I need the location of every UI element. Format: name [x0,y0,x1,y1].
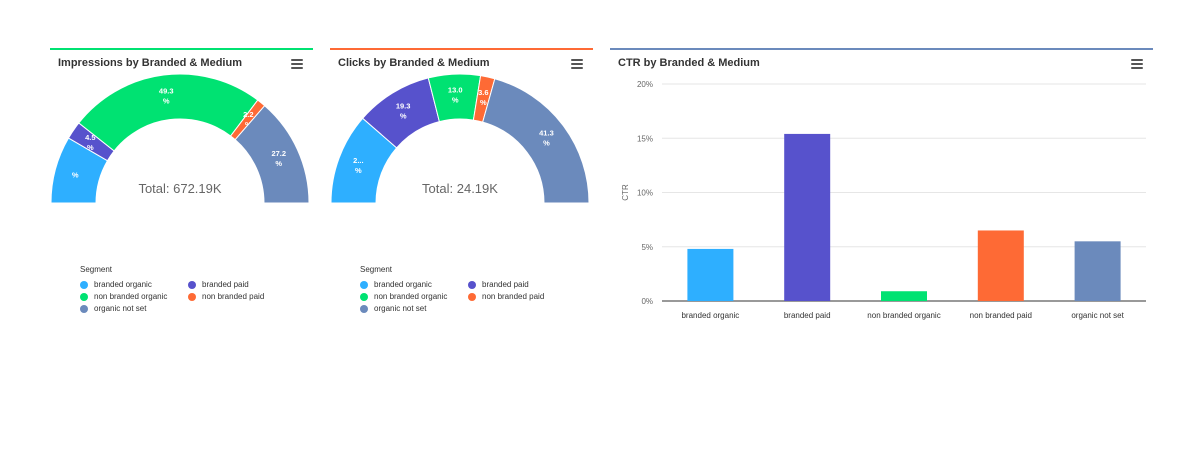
bar-non-branded-paid[interactable] [977,230,1024,301]
donut-total-label: Total: 672.19K [138,181,221,196]
y-tick-label: 5% [641,243,653,252]
chart-legend: Segment branded organic branded paid non… [360,265,568,313]
legend-dot [188,292,196,301]
y-tick-label: 15% [637,134,653,143]
legend-item-non-branded-paid[interactable]: non branded paid [188,292,288,301]
legend-dot [80,304,88,313]
slice-organic-not-set[interactable] [482,78,590,204]
y-tick-label: 0% [641,297,653,306]
chart-title: Impressions by Branded & Medium [58,57,242,69]
impressions-donut: %4.5%49.3%2.2%27.2%Total: 672.19K [50,73,310,204]
legend-dot [468,280,476,289]
legend-dot [360,280,368,289]
legend-label: branded organic [374,280,432,289]
slice-label: 19.3% [396,102,411,121]
slice-label: 2...% [353,156,363,175]
chart-title: Clicks by Branded & Medium [338,57,490,69]
x-tick-label: branded paid [784,311,831,320]
legend-dot [360,292,368,301]
clicks-donut: 2... % 19.3 % 13.0 % 3.6 % 41.3 % Total: 24.19K [330,73,590,204]
slice-label: % [72,171,79,180]
x-tick-label: non branded paid [970,311,1032,320]
y-tick-label: 10% [637,189,653,198]
chart-menu-icon[interactable] [1131,59,1143,69]
legend-item-organic-not-set[interactable]: organic not set [360,304,468,313]
legend-label: non branded organic [94,292,168,301]
legend-dot [468,292,476,301]
card-accent-line [610,48,1153,50]
chart-title: CTR by Branded & Medium [618,57,760,69]
slice-organic-not-set[interactable] [234,104,310,204]
legend-item-branded-organic[interactable]: branded organic [360,280,468,289]
ctr-bar-chart: 0% 5% 10% 15% 20% CTR branded organic branded p… [621,80,1146,320]
legend-dot [188,280,196,289]
slice-label: 3.6% [478,88,488,107]
x-tick-label: organic not set [1071,311,1124,320]
x-tick-label: non branded organic [867,311,940,320]
legend-label: non branded paid [482,292,545,301]
legend-item-non-branded-organic[interactable]: non branded organic [360,292,468,301]
donut-total-label: Total: 24.19K [422,181,498,196]
legend-label: branded organic [94,280,152,289]
legend-item-non-branded-organic[interactable]: non branded organic [80,292,188,301]
legend-item-non-branded-paid[interactable]: non branded paid [468,292,568,301]
chart-menu-icon[interactable] [571,59,583,69]
slice-label: 4.5% [85,133,95,152]
legend-dot [360,304,368,313]
impressions-chart-card: Impressions by Branded & Medium % 4.5% 49.… [50,48,313,338]
slice-label: 13.0% [448,86,463,105]
card-accent-line [50,48,313,50]
legend-item-organic-not-set[interactable]: organic not set [80,304,188,313]
bar-branded-organic[interactable] [687,248,734,301]
legend-title: Segment [80,265,113,274]
legend-label: non branded organic [374,292,448,301]
y-axis-label: CTR [621,184,630,201]
bar-organic-not-set[interactable] [1074,241,1121,301]
clicks-chart-card: Clicks by Branded & Medium 2...% 19.3% 13.… [330,48,593,338]
bar-non-branded-organic[interactable] [881,291,927,301]
bar-branded-paid[interactable] [784,133,831,301]
legend-label: organic not set [374,304,427,313]
legend-item-branded-paid[interactable]: branded paid [188,280,288,289]
chart-legend: Segment branded organic branded paid non… [80,265,288,313]
card-accent-line [330,48,593,50]
chart-menu-icon[interactable] [291,59,303,69]
legend-item-branded-organic[interactable]: branded organic [80,280,188,289]
legend-label: branded paid [202,280,249,289]
slice-label: 49.3% [159,86,174,105]
slice-label: 41.3% [539,128,554,147]
x-tick-label: branded organic [681,311,739,320]
ctr-chart-card: CTR by Branded & Medium 0% 5% 10% 15% 20% CTR… [610,48,1153,338]
legend-label: branded paid [482,280,529,289]
legend-title: Segment [360,265,393,274]
legend-label: non branded paid [202,292,265,301]
legend-item-branded-paid[interactable]: branded paid [468,280,568,289]
y-tick-label: 20% [637,80,653,89]
legend-dot [80,280,88,289]
slice-label: 27.2% [271,149,286,168]
legend-label: organic not set [94,304,147,313]
legend-dot [80,292,88,301]
